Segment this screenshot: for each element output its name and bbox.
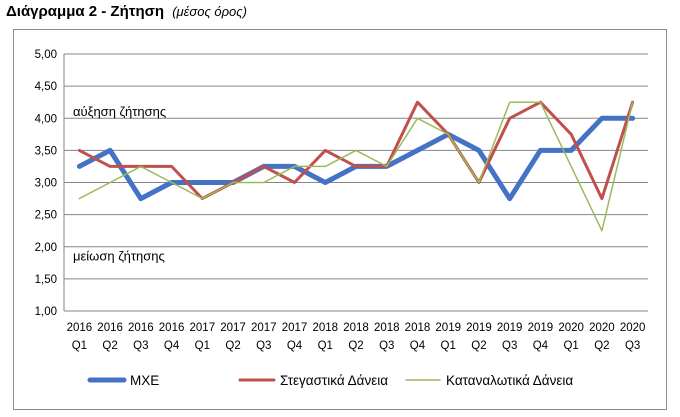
x-tick-year: 2019 — [497, 322, 523, 334]
series-lines — [76, 100, 636, 232]
chart-title: Διάγραμμα 2 - Ζήτηση — [6, 3, 165, 20]
x-tick-year: 2016 — [67, 322, 93, 334]
x-tick-year: 2020 — [558, 322, 584, 334]
chart-frame — [13, 29, 667, 410]
x-tick-quarter: Q4 — [533, 340, 549, 352]
x-tick-quarter: Q1 — [72, 340, 87, 352]
legend-label: ΜΧΕ — [130, 373, 159, 388]
legend-label: Στεγαστικά Δάνεια — [280, 373, 388, 388]
y-tick-label: 1,50 — [35, 274, 57, 286]
x-tick-year: 2018 — [405, 322, 431, 334]
y-tick-label: 2,00 — [35, 242, 57, 254]
chart-subtitle: (μέσος όρος) — [172, 4, 247, 19]
legend-label: Καταναλωτικά Δάνεια — [446, 373, 573, 388]
x-axis-ticks: 2016 Q1 2016 Q2 2016 Q3 2016 Q4 2017 Q1 2017 Q2 2017… — [67, 322, 646, 352]
x-tick-quarter: Q4 — [164, 340, 180, 352]
x-tick-year: 2019 — [528, 322, 554, 334]
x-tick-quarter: Q2 — [348, 340, 363, 352]
chart-title-block: Διάγραμμα 2 - Ζήτηση (μέσος όρος) — [6, 3, 247, 20]
x-tick-quarter: Q1 — [318, 340, 333, 352]
x-tick-year: 2019 — [435, 322, 461, 334]
x-tick-year: 2018 — [312, 322, 338, 334]
series-line-3 — [78, 101, 634, 232]
x-tick-quarter: Q1 — [195, 340, 210, 352]
x-tick-year: 2016 — [159, 322, 185, 334]
annotation-label: μείωση ζήτησης — [73, 248, 165, 263]
annotation-label: αύξηση ζήτησης — [73, 104, 166, 119]
y-tick-label: 3,50 — [35, 145, 57, 157]
y-tick-label: 5,00 — [35, 49, 57, 61]
legend: ΜΧΕ Στεγαστικά Δάνεια Καταναλωτικά Δάνεια — [87, 373, 573, 388]
grid-lines — [63, 53, 648, 312]
x-tick-quarter: Q3 — [625, 340, 640, 352]
y-tick-label: 3,00 — [35, 178, 57, 190]
x-tick-quarter: Q2 — [594, 340, 609, 352]
x-tick-quarter: Q3 — [502, 340, 517, 352]
x-tick-year: 2017 — [190, 322, 216, 334]
x-tick-quarter: Q1 — [563, 340, 578, 352]
y-tick-label: 4,00 — [35, 113, 57, 125]
x-tick-year: 2020 — [589, 322, 615, 334]
x-tick-year: 2020 — [620, 322, 646, 334]
x-tick-quarter: Q4 — [410, 340, 426, 352]
x-tick-year: 2018 — [343, 322, 369, 334]
x-tick-year: 2016 — [97, 322, 123, 334]
x-tick-quarter: Q3 — [379, 340, 394, 352]
series-line-1 — [76, 115, 636, 202]
x-tick-quarter: Q2 — [102, 340, 117, 352]
x-tick-year: 2017 — [282, 322, 308, 334]
x-tick-quarter: Q1 — [441, 340, 456, 352]
annotations: αύξηση ζήτησης μείωση ζήτησης — [73, 104, 166, 264]
x-tick-quarter: Q2 — [225, 340, 240, 352]
x-tick-year: 2019 — [466, 322, 492, 334]
x-tick-year: 2018 — [374, 322, 400, 334]
y-axis-ticks: 1,00 1,50 2,00 2,50 3,00 3,50 4,00 4,50 5,00 — [35, 49, 57, 318]
x-tick-quarter: Q3 — [256, 340, 271, 352]
x-tick-year: 2017 — [220, 322, 246, 334]
x-tick-quarter: Q3 — [133, 340, 148, 352]
x-tick-quarter: Q4 — [287, 340, 303, 352]
y-tick-label: 2,50 — [35, 210, 57, 222]
y-tick-label: 4,50 — [35, 81, 57, 93]
x-tick-year: 2017 — [251, 322, 277, 334]
x-tick-quarter: Q2 — [471, 340, 486, 352]
y-tick-label: 1,00 — [35, 306, 57, 318]
x-tick-year: 2016 — [128, 322, 154, 334]
